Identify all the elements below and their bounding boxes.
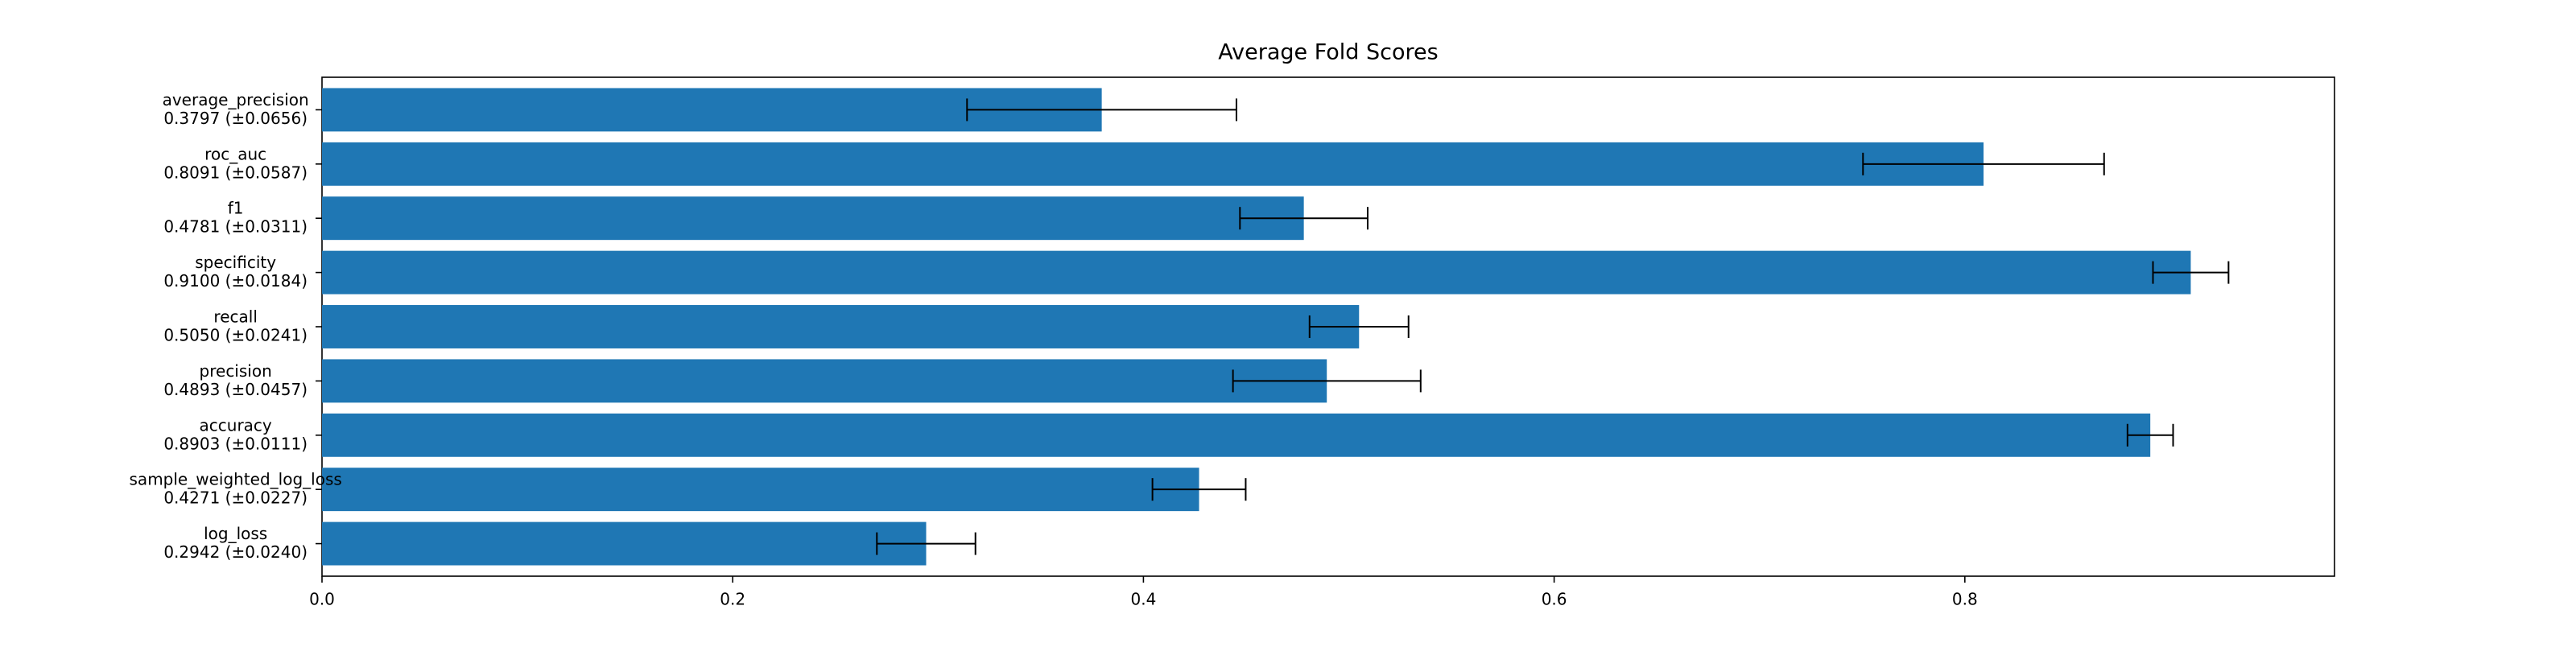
x-tick-label: 0.2 [720,590,745,609]
x-tick-label: 0.4 [1131,590,1157,609]
y-tick-label-metric: precision [200,361,272,381]
bar-specificity [322,250,2191,295]
y-tick-label-metric: roc_auc [204,144,266,163]
bar-sample_weighted_log_loss [322,468,1199,512]
y-tick-label-score: 0.5050 (±0.0241) [163,326,308,345]
y-tick-label-score: 0.2942 (±0.0240) [163,542,308,562]
y-tick-label-metric: sample_weighted_log_loss [130,470,342,489]
bar-f1 [322,196,1304,241]
bar-accuracy [322,413,2151,457]
y-tick-label-metric: average_precision [163,90,309,109]
bar-log_loss [322,521,927,566]
y-tick-label-score: 0.4893 (±0.0457) [163,380,308,399]
x-tick-label: 0.0 [309,590,335,609]
y-tick-label-score: 0.8903 (±0.0111) [163,434,308,453]
bar-precision [322,359,1327,403]
y-tick-label-score: 0.3797 (±0.0656) [163,109,308,128]
y-tick-label-score: 0.8091 (±0.0587) [163,163,308,182]
y-tick-label-score: 0.9100 (±0.0184) [163,271,308,291]
y-tick-label-metric: accuracy [200,415,272,435]
x-tick-label: 0.6 [1542,590,1567,609]
x-tick-label: 0.8 [1952,590,1978,609]
y-tick-label-metric: specificity [195,253,276,272]
y-tick-label-metric: f1 [228,199,244,218]
y-tick-label-score: 0.4781 (±0.0311) [163,217,308,237]
y-tick-label-metric: log_loss [204,524,267,543]
bar-roc_auc [322,142,1984,186]
y-tick-label-metric: recall [213,307,257,327]
bar-recall [322,305,1360,348]
chart-title: Average Fold Scores [1218,40,1438,65]
y-tick-label-score: 0.4271 (±0.0227) [163,488,308,508]
